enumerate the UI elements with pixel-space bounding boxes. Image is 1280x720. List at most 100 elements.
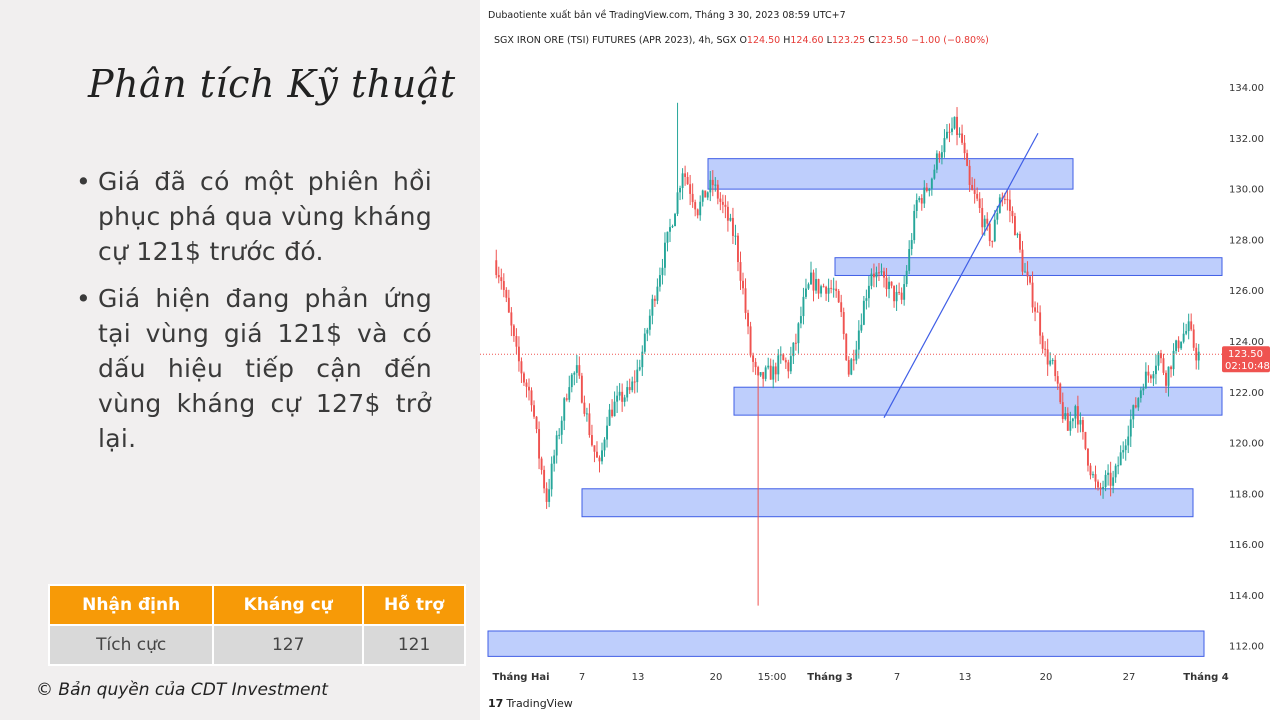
- candle-body: [1190, 321, 1193, 330]
- candle-body: [1026, 271, 1029, 277]
- candle-body: [1092, 474, 1094, 476]
- candle-body: [928, 188, 931, 191]
- candle: [1122, 441, 1125, 459]
- candle: [820, 284, 823, 298]
- table-row: Tích cực 127 121: [47, 624, 466, 666]
- candle: [734, 224, 737, 245]
- candle-body: [525, 382, 528, 387]
- candle-body: [1041, 335, 1044, 349]
- y-tick-label: 126.00: [1229, 286, 1264, 297]
- candle-body: [588, 413, 591, 436]
- tradingview-brand: TradingView: [506, 697, 573, 710]
- candle: [825, 285, 828, 301]
- candle-body: [754, 361, 757, 368]
- candle-body: [1107, 472, 1110, 475]
- candle: [930, 177, 933, 196]
- candle: [517, 336, 520, 372]
- candle-body: [658, 275, 661, 287]
- candle-body: [530, 390, 533, 406]
- candle: [686, 172, 689, 185]
- candle: [583, 395, 586, 417]
- candle-body: [988, 223, 991, 242]
- candle: [535, 416, 538, 434]
- candle: [694, 199, 697, 217]
- candle: [976, 187, 979, 202]
- y-tick-label: 128.00: [1229, 235, 1264, 246]
- candle: [1086, 448, 1089, 472]
- candle-body: [966, 153, 969, 166]
- candle: [855, 340, 858, 365]
- slide-left-panel: Phân tích Kỹ thuật Giá đã có một phiên h…: [0, 0, 480, 720]
- candle-body: [706, 192, 709, 198]
- candle-body: [799, 316, 802, 324]
- candle-body: [885, 277, 888, 290]
- candle-body: [1185, 331, 1188, 334]
- candle-body: [575, 365, 578, 373]
- candle: [1056, 370, 1059, 390]
- candle-body: [953, 116, 956, 129]
- candle-body: [643, 333, 646, 352]
- table-header-cell: Kháng cự: [212, 584, 365, 626]
- candle-body: [1132, 405, 1135, 420]
- candle: [533, 400, 535, 419]
- candle: [860, 313, 863, 333]
- candle-body: [734, 235, 737, 237]
- candle: [857, 320, 860, 359]
- candle: [784, 357, 787, 369]
- candle-body: [968, 165, 971, 185]
- candle-body: [1029, 276, 1032, 283]
- bullet-item-2: Giá hiện đang phản ứng tại vùng giá 121$…: [76, 281, 432, 456]
- candle-body: [671, 226, 674, 228]
- candle: [870, 268, 873, 290]
- candle: [495, 249, 498, 279]
- candle: [971, 177, 974, 191]
- candle-body: [603, 439, 606, 451]
- candle: [1147, 365, 1150, 383]
- candle: [752, 352, 755, 373]
- y-tick-label: 120.00: [1229, 439, 1264, 450]
- candle: [1187, 313, 1190, 340]
- candle: [1054, 355, 1057, 382]
- candle-body: [1197, 351, 1200, 361]
- candle: [510, 307, 513, 337]
- candle: [933, 164, 936, 180]
- candle: [525, 379, 528, 398]
- candle: [663, 232, 666, 276]
- candle: [643, 328, 646, 354]
- candle-body: [674, 213, 676, 227]
- chart-publish-info: Dubaotiente xuất bản về TradingView.com,…: [488, 10, 846, 21]
- candle: [731, 207, 734, 245]
- price-zone: [581, 488, 1194, 518]
- candle: [739, 251, 742, 290]
- candle-body: [963, 142, 966, 154]
- candle-body: [1066, 413, 1069, 431]
- candle: [1071, 417, 1074, 429]
- candle-body: [1154, 365, 1157, 375]
- candle: [840, 294, 843, 317]
- y-tick-label: 132.00: [1229, 134, 1264, 145]
- bullet-list: Giá đã có một phiên hồi phục phá qua vùn…: [76, 164, 432, 468]
- y-tick-label: 114.00: [1229, 591, 1264, 602]
- candle-body: [535, 416, 538, 430]
- candle-body: [817, 279, 820, 294]
- candle: [1114, 463, 1117, 483]
- candlestick-chart[interactable]: 134.00 132.00 130.00 128.00 126.00 124.00 122.…: [480, 0, 1280, 690]
- candle-body: [596, 451, 598, 458]
- candle: [653, 295, 656, 308]
- candle-body: [900, 292, 903, 300]
- candle-body: [1019, 233, 1021, 250]
- candle: [817, 278, 820, 299]
- candle: [1129, 409, 1132, 447]
- candle-body: [623, 397, 626, 402]
- candle: [1149, 374, 1152, 384]
- candle-body: [560, 420, 563, 435]
- candle: [593, 445, 596, 463]
- candle: [1127, 425, 1130, 454]
- candle: [555, 430, 558, 464]
- candle: [550, 456, 553, 497]
- candle-body: [920, 198, 923, 204]
- candle-body: [993, 219, 996, 242]
- table-cell: 121: [362, 624, 466, 666]
- candle: [953, 116, 956, 130]
- ohlc-change: −1.00 (−0.80%): [911, 35, 989, 46]
